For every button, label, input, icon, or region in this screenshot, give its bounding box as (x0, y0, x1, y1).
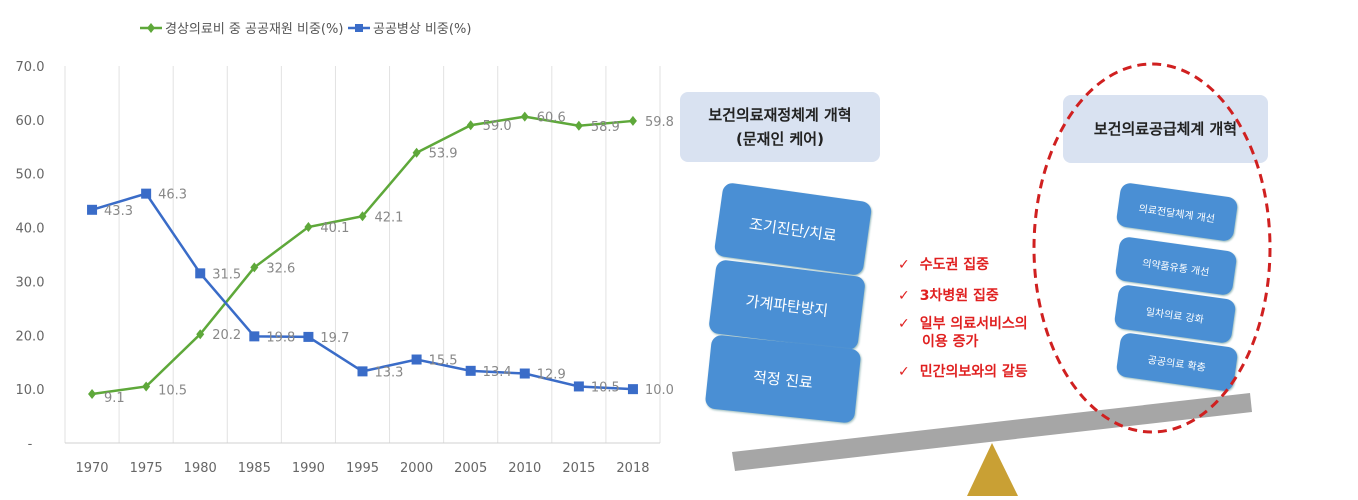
issue-text: 수도권 집중 (919, 257, 990, 273)
x-tick-label: 2000 (400, 461, 433, 476)
data-point (519, 368, 530, 379)
legend-marker (355, 24, 363, 32)
x-tick-label: 2018 (616, 461, 649, 476)
data-label: 60.6 (537, 111, 566, 126)
legend-label: 경상의료비 중 공공재원 비중(%) (165, 22, 343, 37)
y-tick-label: 30.0 (16, 275, 45, 290)
seesaw (732, 62, 1272, 496)
issue-item: ✓ 3차병원 집중 (898, 287, 999, 305)
data-label: 19.8 (266, 330, 295, 345)
x-tick-label: 2010 (508, 461, 541, 476)
data-point (520, 111, 529, 122)
y-tick-label: 40.0 (16, 222, 45, 237)
issue-item: ✓ 민간의보와의 갈등 (898, 363, 1028, 381)
data-point (196, 329, 205, 340)
x-tick-label: 1990 (292, 461, 325, 476)
data-point (250, 262, 259, 273)
data-point (412, 147, 421, 158)
y-tick-label: 10.0 (16, 383, 45, 398)
data-point (411, 354, 422, 365)
data-point (87, 204, 98, 215)
x-tick-label: 1980 (184, 461, 217, 476)
data-point (627, 384, 638, 395)
data-label: 53.9 (429, 147, 458, 162)
issue-item: ✓ 수도권 집중 (898, 256, 989, 274)
data-point (303, 331, 314, 342)
highlight-ellipse (1032, 62, 1272, 434)
data-label: 19.7 (320, 331, 349, 346)
data-point (465, 365, 476, 376)
data-point (628, 115, 637, 126)
check-icon: ✓ (898, 288, 910, 304)
data-label: 42.1 (375, 210, 404, 225)
issue-text: 민간의보와의 갈등 (919, 364, 1028, 380)
check-icon: ✓ (898, 257, 910, 273)
data-label: 9.1 (104, 391, 125, 406)
issue-item-cont: 이용 증가 (922, 334, 979, 350)
check-icon: ✓ (898, 364, 910, 380)
data-label: 15.5 (429, 354, 458, 369)
data-label: 31.5 (212, 267, 241, 282)
data-point (574, 120, 583, 131)
y-tick-label: 50.0 (16, 168, 45, 183)
data-label: 10.5 (158, 383, 187, 398)
issue-text: 일부 의료서비스의 (919, 316, 1028, 332)
x-tick-label: 2015 (562, 461, 595, 476)
issue-text: 3차병원 집중 (919, 288, 999, 304)
y-tick-label: 70.0 (16, 60, 45, 75)
y-tick-label: 20.0 (16, 329, 45, 344)
legend-marker (147, 23, 155, 33)
data-label: 59.8 (645, 115, 674, 130)
data-label: 12.9 (537, 368, 566, 383)
left-header: 보건의료재정체계 개혁 (문재인 케어) (680, 92, 880, 162)
x-tick-label: 2005 (454, 461, 487, 476)
x-tick-label: 1985 (238, 461, 271, 476)
left-header-line1: 보건의료재정체계 개혁 (708, 106, 852, 124)
data-label: 32.6 (266, 261, 295, 276)
data-label: 43.3 (104, 204, 133, 219)
data-point (249, 331, 260, 342)
check-icon: ✓ (898, 316, 910, 332)
data-label: 10.5 (591, 380, 620, 395)
y-tick-label: 60.0 (16, 114, 45, 129)
data-point (357, 366, 368, 377)
data-point (304, 222, 313, 233)
line-chart: - 10.0 20.0 30.0 40.0 50.0 60.0 70.0 1970 1975 198… (16, 22, 674, 476)
x-tick-label: 1975 (130, 461, 163, 476)
seesaw-beam (732, 393, 1252, 471)
x-tick-label: 1995 (346, 461, 379, 476)
x-tick-label: 1970 (75, 461, 108, 476)
data-point (88, 388, 97, 399)
data-point (573, 381, 584, 392)
legend-label: 공공병상 비중(%) (373, 22, 471, 37)
data-point (358, 211, 367, 222)
data-point (141, 188, 152, 199)
data-point (142, 381, 151, 392)
data-point (195, 268, 206, 279)
data-label: 59.0 (483, 119, 512, 134)
data-label: 20.2 (212, 328, 241, 343)
data-label: 10.0 (645, 383, 674, 398)
y-tick-label: - (28, 437, 33, 452)
right-header: 보건의료공급체계 개혁 (1063, 95, 1268, 163)
data-label: 13.3 (375, 365, 404, 380)
data-label: 40.1 (320, 221, 349, 236)
left-header-line2: (문재인 케어) (736, 130, 824, 148)
seesaw-fulcrum (967, 443, 1018, 496)
data-label: 46.3 (158, 188, 187, 203)
issue-item: ✓ 일부 의료서비스의 (898, 315, 1028, 333)
data-label: 58.9 (591, 120, 620, 135)
data-label: 13.4 (483, 365, 512, 380)
data-point (466, 120, 475, 131)
